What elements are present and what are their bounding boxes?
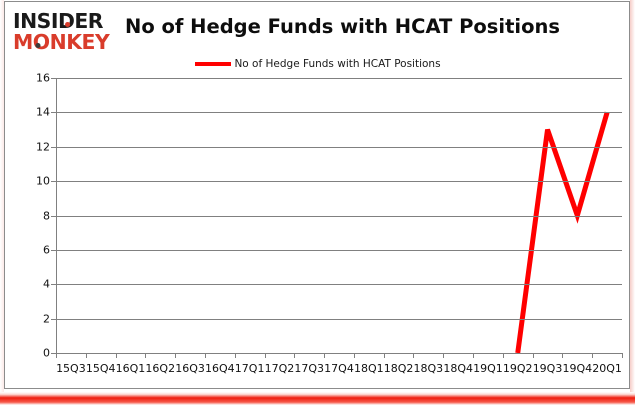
x-tick-mark: [175, 353, 177, 358]
y-tick-mark: [51, 249, 56, 251]
x-tick-label: 19Q4: [562, 362, 593, 375]
x-tick-mark: [383, 353, 385, 358]
bottom-red-bar: [0, 392, 635, 405]
x-tick-label: 16Q4: [205, 362, 235, 375]
x-tick-label: 16Q3: [175, 362, 205, 375]
x-tick-mark: [592, 353, 594, 358]
x-tick-mark: [324, 353, 326, 358]
x-tick-label: 19Q3: [532, 362, 563, 375]
y-tick-label: 2: [43, 312, 50, 326]
x-tick-mark: [562, 353, 564, 358]
gridline: [56, 146, 622, 148]
x-tick-mark: [622, 353, 623, 358]
y-tick-mark: [51, 181, 56, 183]
x-tick-mark: [532, 353, 534, 358]
x-tick-mark: [264, 353, 266, 358]
gridline: [56, 353, 622, 354]
x-tick-mark: [56, 353, 57, 358]
gridline: [56, 181, 622, 183]
logo-dot-icon: [65, 22, 71, 27]
x-tick-mark: [85, 353, 87, 358]
x-tick-mark: [413, 353, 415, 358]
x-tick-label: 17Q1: [234, 362, 265, 375]
series-line: [515, 111, 610, 354]
x-tick-label: 15Q3: [56, 362, 86, 375]
logo-eye-icon: [35, 43, 41, 48]
x-tick-mark: [443, 353, 445, 358]
y-tick-mark: [51, 215, 56, 217]
x-tick-label: 18Q3: [413, 362, 444, 375]
y-tick-label: 0: [43, 346, 50, 360]
y-tick-label: 4: [43, 277, 50, 291]
y-tick-mark: [51, 112, 56, 114]
gridline: [56, 318, 622, 320]
gridline: [56, 249, 622, 251]
y-tick-mark: [51, 146, 56, 148]
y-tick-label: 16: [36, 71, 50, 85]
y-tick-mark: [51, 353, 56, 354]
legend-swatch-icon: [195, 62, 232, 66]
chart-frame: INSIDER MONKEY No of Hedge Funds with HC…: [4, 1, 630, 389]
x-tick-mark: [294, 353, 296, 358]
right-edge-bleed: [630, 0, 635, 405]
y-tick-mark: [51, 318, 56, 320]
x-tick-label: 16Q2: [145, 362, 176, 375]
insider-monkey-logo: INSIDER MONKEY: [13, 11, 119, 56]
x-tick-mark: [145, 353, 147, 358]
y-tick-mark: [51, 284, 56, 286]
left-edge-bleed: [0, 0, 4, 405]
x-tick-label: 19Q1: [473, 362, 503, 375]
x-tick-label: 17Q3: [294, 362, 325, 375]
x-tick-label: 19Q2: [502, 362, 533, 375]
y-axis-tick-labels: 16 14 12 10 8 6 4 2 0: [10, 72, 50, 378]
x-tick-mark: [502, 353, 504, 358]
y-tick-label: 10: [36, 174, 50, 188]
y-tick-label: 14: [36, 105, 50, 119]
x-axis-tick-labels: 15Q3 15Q4 16Q1 16Q2 16Q3 16Q4 17Q1 17Q2 17Q3 17Q4…: [56, 362, 622, 382]
x-tick-label: 16Q1: [115, 362, 146, 375]
y-tick-label: 12: [36, 140, 50, 154]
plot-wrapper: 16 14 12 10 8 6 4 2 0 15Q3 15Q4 16Q1 16Q2 16Q3 16Q4 17…: [10, 72, 630, 388]
x-tick-label: 17Q2: [264, 362, 295, 375]
x-tick-label: 17Q4: [324, 362, 354, 375]
x-tick-label: 18Q1: [353, 362, 384, 375]
logo-text-monkey: MONKEY: [13, 30, 110, 54]
x-tick-label: 18Q2: [383, 362, 414, 375]
x-tick-label: 20Q1: [592, 362, 622, 375]
legend-label: No of Hedge Funds with HCAT Positions: [234, 58, 441, 70]
series-line-chart: [515, 111, 610, 354]
x-tick-mark: [204, 353, 206, 358]
x-tick-label: 18Q4: [443, 362, 473, 375]
chart-title: No of Hedge Funds with HCAT Positions: [125, 15, 560, 38]
x-tick-label: 15Q4: [85, 362, 116, 375]
gridline: [56, 215, 622, 217]
chart-legend: No of Hedge Funds with HCAT Positions: [5, 58, 631, 70]
plot-area: [51, 78, 623, 358]
gridline: [56, 284, 622, 286]
y-tick-label: 6: [43, 243, 50, 257]
x-tick-mark: [353, 353, 355, 358]
y-tick-label: 8: [43, 209, 50, 222]
logo-text-insider: INSIDER: [13, 9, 104, 33]
gridline: [56, 112, 622, 114]
y-tick-mark: [51, 78, 56, 79]
x-tick-mark: [473, 353, 475, 358]
x-tick-mark: [115, 353, 117, 358]
x-tick-mark: [234, 353, 236, 358]
gridline: [56, 78, 622, 79]
